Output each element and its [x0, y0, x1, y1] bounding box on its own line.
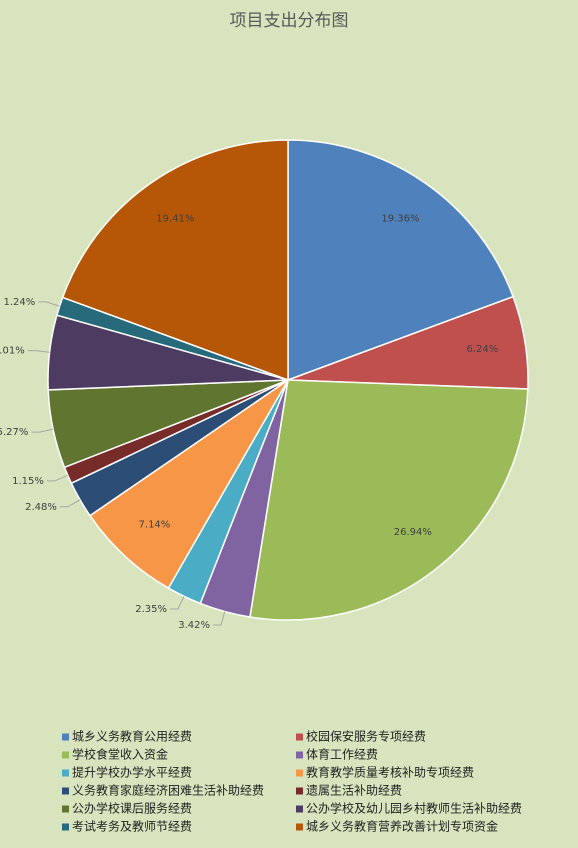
legend-label: 城乡义务教育公用经费: [72, 729, 192, 744]
data-label: 2.35%: [135, 604, 167, 615]
legend-label: 公办学校课后服务经费: [72, 801, 192, 816]
legend-swatch: [296, 787, 303, 795]
legend-label: 义务教育家庭经济困难生活补助经费: [72, 783, 264, 798]
legend-label: 提升学校办学水平经费: [72, 765, 192, 780]
data-label: 19.36%: [381, 213, 419, 224]
leader-line: [213, 611, 226, 626]
legend-swatch: [296, 823, 303, 831]
leader-line: [31, 428, 54, 433]
data-label: 6.24%: [466, 344, 498, 355]
legend-swatch: [62, 787, 69, 795]
data-label: 7.14%: [139, 520, 171, 531]
pie-slice: [249, 379, 529, 621]
legend-label: 城乡义务教育营养改善计划专项资金: [306, 819, 498, 834]
leader-line: [38, 301, 60, 307]
data-label: 5.27%: [0, 427, 28, 438]
pie-slice: [61, 139, 289, 382]
legend-label: 体育工作经费: [306, 747, 378, 762]
data-label: 3.42%: [178, 620, 210, 631]
data-label: 1.15%: [12, 476, 44, 487]
data-label: 2.48%: [25, 502, 57, 513]
legend-swatch: [62, 823, 69, 831]
legend-label: 学校食堂收入资金: [72, 747, 168, 762]
leader-line: [27, 350, 50, 353]
data-label: 5.01%: [0, 346, 25, 357]
legend-swatch: [62, 769, 69, 777]
legend-label: 公办学校及幼儿园乡村教师生活补助经费: [306, 801, 522, 816]
legend-swatch: [296, 751, 303, 759]
legend-label: 考试考务及教师节经费: [72, 819, 192, 834]
data-label: 19.41%: [156, 214, 194, 225]
legend-swatch: [296, 769, 303, 777]
legend-swatch: [296, 733, 303, 741]
pie-slice: [88, 379, 289, 590]
data-label: 1.24%: [4, 297, 36, 308]
data-label: 26.94%: [394, 527, 432, 538]
legend-swatch: [62, 805, 69, 813]
legend-label: 遗属生活补助经费: [306, 784, 402, 798]
legend-label: 校园保安服务专项经费: [306, 729, 426, 744]
pie-slice: [287, 139, 515, 382]
legend-label: 教育教学质量考核补助专项经费: [306, 765, 474, 780]
legend-swatch: [62, 751, 69, 759]
leader-line: [169, 596, 185, 610]
leader-line: [59, 499, 81, 508]
leader-line: [46, 474, 68, 482]
chart-title: 项目支出分布图: [230, 11, 349, 31]
legend-swatch: [296, 805, 303, 813]
legend-swatch: [62, 733, 69, 741]
